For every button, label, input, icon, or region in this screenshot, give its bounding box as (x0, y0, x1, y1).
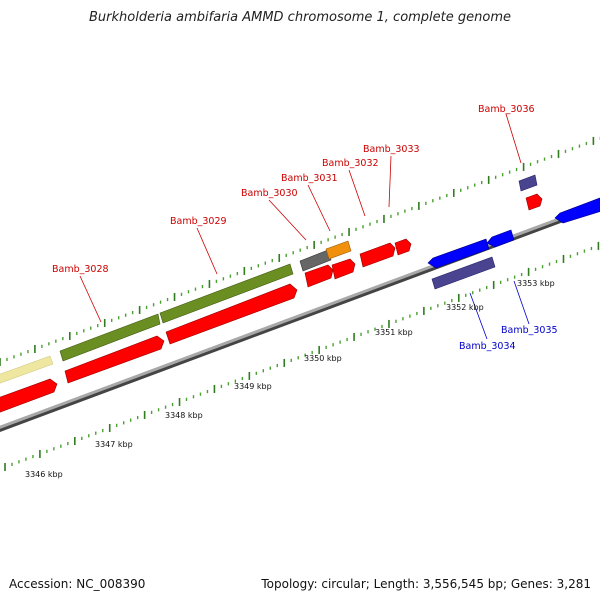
gene-label-bamb-3034[interactable]: Bamb_3034 (459, 341, 516, 352)
feature-yellow (0, 355, 54, 384)
gene-label-bamb-3035[interactable]: Bamb_3035 (501, 325, 558, 336)
feature-orange (325, 240, 352, 260)
tick-label-3348: 3348 kbp (165, 411, 203, 420)
feature-purple-top (518, 174, 538, 192)
cds-arrow-8 (525, 193, 543, 211)
gene-label-bamb-3033[interactable]: Bamb_3033 (363, 144, 420, 155)
gene-label-bamb-3032[interactable]: Bamb_3032 (322, 158, 379, 169)
tick-label-3352: 3352 kbp (446, 303, 484, 312)
tick-label-3347: 3347 kbp (95, 440, 133, 449)
gene-label-bamb-3028[interactable]: Bamb_3028 (52, 264, 109, 275)
feature-blue-1 (427, 238, 490, 269)
gene-label-bamb-3036[interactable]: Bamb_3036 (478, 104, 535, 115)
accession-text: Accession: NC_008390 (9, 577, 146, 591)
feature-blue-3 (554, 197, 600, 224)
cds-arrow-1 (0, 378, 58, 413)
cds-arrow-6 (359, 242, 396, 268)
gene-label-bamb-3029[interactable]: Bamb_3029 (170, 216, 227, 227)
cds-arrow-4 (304, 264, 334, 288)
cds-arrow-5 (331, 258, 356, 280)
topology-text: Topology: circular; Length: 3,556,545 bp… (261, 577, 591, 591)
feature-purple-lower (431, 256, 496, 290)
tick-row-lower (4, 241, 600, 471)
tick-label-3349: 3349 kbp (234, 382, 272, 391)
feature-gray (299, 249, 332, 272)
genome-title: Burkholderia ambifaria AMMD chromosome 1… (88, 10, 512, 25)
feature-olive-2 (159, 263, 294, 324)
tick-label-3346: 3346 kbp (25, 470, 63, 479)
feature-olive-1 (59, 313, 161, 362)
leader-lines-red (79, 113, 522, 323)
feature-blue-2 (486, 229, 515, 248)
leader-lines-blue (469, 280, 530, 340)
cds-arrow-7 (394, 238, 412, 256)
cds-arrow-2 (64, 335, 165, 384)
tick-label-3353: 3353 kbp (517, 279, 555, 288)
tick-row-upper (0, 136, 600, 366)
gene-label-bamb-3030[interactable]: Bamb_3030 (241, 188, 298, 199)
tick-label-3351: 3351 kbp (375, 328, 413, 337)
cds-arrow-3 (165, 283, 298, 345)
gene-label-bamb-3031[interactable]: Bamb_3031 (281, 173, 338, 184)
tick-label-3350: 3350 kbp (304, 354, 342, 363)
